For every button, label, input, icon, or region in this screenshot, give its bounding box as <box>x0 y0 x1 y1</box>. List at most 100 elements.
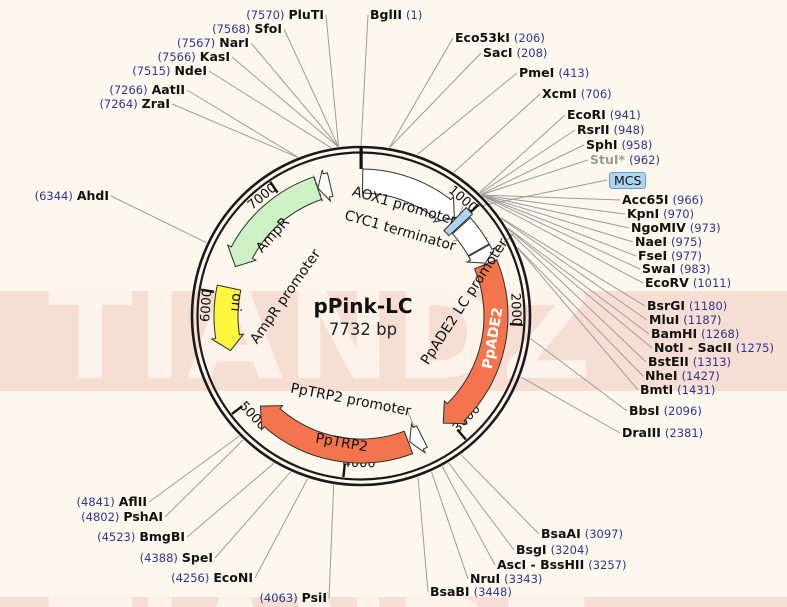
enzyme-position: (1313) <box>692 355 732 369</box>
enzyme-name: SacI <box>483 45 513 60</box>
feature-ppade2 <box>442 258 509 425</box>
mcs-callout-line <box>472 179 608 208</box>
site-spei: (4388) SpeI <box>140 550 213 566</box>
callout-line <box>517 247 644 377</box>
feature-pptrp2 <box>259 405 414 464</box>
callout-line <box>441 466 496 566</box>
callout-line <box>482 194 626 215</box>
site-naei: NaeI (975) <box>635 234 702 250</box>
callout-line <box>389 52 482 148</box>
enzyme-name: PshAI <box>123 509 163 524</box>
callout-line <box>485 199 644 284</box>
enzyme-name: AscI - BssHII <box>497 557 585 572</box>
enzyme-position: (7566) <box>157 50 196 64</box>
feature-pptrp2-promoter <box>409 421 428 455</box>
site-sfoi: (7568) SfoI <box>212 21 282 37</box>
enzyme-name: NruI <box>470 571 501 586</box>
callout-line <box>110 195 207 244</box>
enzyme-position: (7264) <box>99 97 138 111</box>
enzyme-name: MluI <box>649 312 680 327</box>
enzyme-position: (6344) <box>34 189 73 203</box>
site-bglii: BglII (1) <box>370 7 422 23</box>
enzyme-name: FseI <box>638 248 668 263</box>
callout-line <box>164 439 244 518</box>
callout-line <box>479 129 576 194</box>
enzyme-name: BbsI <box>629 403 660 418</box>
enzyme-position: (977) <box>671 249 703 263</box>
enzyme-position: (941) <box>609 108 641 122</box>
enzyme-position: (4841) <box>76 495 115 509</box>
enzyme-name: SfoI <box>254 21 282 36</box>
mcs-label: MCS <box>614 173 642 188</box>
enzyme-position: (7570) <box>246 8 285 22</box>
callout-line <box>460 454 540 535</box>
callout-line <box>417 477 429 593</box>
site-bmti: BmtI (1431) <box>640 382 715 398</box>
enzyme-position: (1268) <box>701 327 740 341</box>
enzyme-position: (3097) <box>584 527 623 541</box>
callout-line <box>481 159 589 196</box>
site-nrui: NruI (3343) <box>470 571 542 587</box>
callout-line <box>231 56 339 147</box>
site-aatii: (7266) AatII <box>109 82 185 98</box>
enzyme-name: PmeI <box>519 65 555 80</box>
enzyme-name: PsiI <box>301 590 327 605</box>
site-ndei: (7515) NdeI <box>132 63 207 79</box>
callout-line <box>479 114 566 193</box>
enzyme-name: ZraI <box>141 96 170 111</box>
enzyme-name: EcoRV <box>645 275 689 290</box>
enzyme-position: (1) <box>406 8 423 22</box>
enzyme-position: (7568) <box>212 22 251 36</box>
callout-line <box>250 42 339 147</box>
site-econi: (4256) EcoNI <box>171 570 253 586</box>
enzyme-name: BglII <box>370 7 403 22</box>
callout-line <box>481 194 621 201</box>
enzyme-position: (7515) <box>132 64 171 78</box>
enzyme-position: (3448) <box>473 585 512 599</box>
site-nhei: NheI (1427) <box>645 368 720 384</box>
enzyme-position: (208) <box>516 46 548 60</box>
enzyme-position: (413) <box>558 66 590 80</box>
tick-mark <box>509 322 523 326</box>
enzyme-name: Eco53kI <box>455 30 510 45</box>
enzyme-name: EcoNI <box>213 570 253 585</box>
enzyme-position: (1180) <box>689 299 728 313</box>
callout-line <box>507 227 650 335</box>
outer-ring <box>190 145 532 487</box>
feature-ampr-boundary <box>312 174 323 202</box>
callout-line <box>453 93 541 173</box>
enzyme-name: AatII <box>151 82 185 97</box>
enzyme-position: (975) <box>671 235 702 249</box>
enzyme-name: StuI* <box>590 152 626 167</box>
enzyme-name: NaeI <box>635 234 668 249</box>
site-zrai: (7264) ZraI <box>99 96 170 112</box>
callout-line <box>214 471 291 559</box>
callout-line <box>480 144 585 195</box>
callout-line <box>431 471 469 580</box>
enzyme-position: (1011) <box>692 276 732 290</box>
enzyme-position: (966) <box>672 193 704 207</box>
feature-ppade2-lc-promoter <box>465 244 496 264</box>
enzyme-name: EcoRI <box>567 107 606 122</box>
enzyme-position: (206) <box>513 31 545 45</box>
enzyme-name: NgoMIV <box>631 220 686 235</box>
feature-label-pptrp2-promoter: PpTRP2 promoter <box>289 381 412 420</box>
site-bsaai: BsaAI (3097) <box>541 526 623 542</box>
enzyme-name: KasI <box>199 49 230 64</box>
site-bsteii: BstEII (1313) <box>648 354 731 370</box>
feature-ampr-promoter <box>317 169 334 203</box>
feature-ori <box>210 284 245 352</box>
tick-mark <box>342 463 346 478</box>
enzyme-name: XcmI <box>542 86 577 101</box>
enzyme-name: NarI <box>219 35 249 50</box>
tick-label: 2000 <box>507 293 523 327</box>
site-ahdi: (6344) AhdI <box>35 188 109 204</box>
site-acc65i: Acc65I (966) <box>622 192 703 208</box>
feature-mcs <box>443 206 474 237</box>
enzyme-name: BsaBI <box>430 584 470 599</box>
enzyme-name: AhdI <box>76 188 109 203</box>
enzyme-name: SwaI <box>642 261 676 276</box>
site-pshai: (4802) PshAI <box>81 509 163 525</box>
